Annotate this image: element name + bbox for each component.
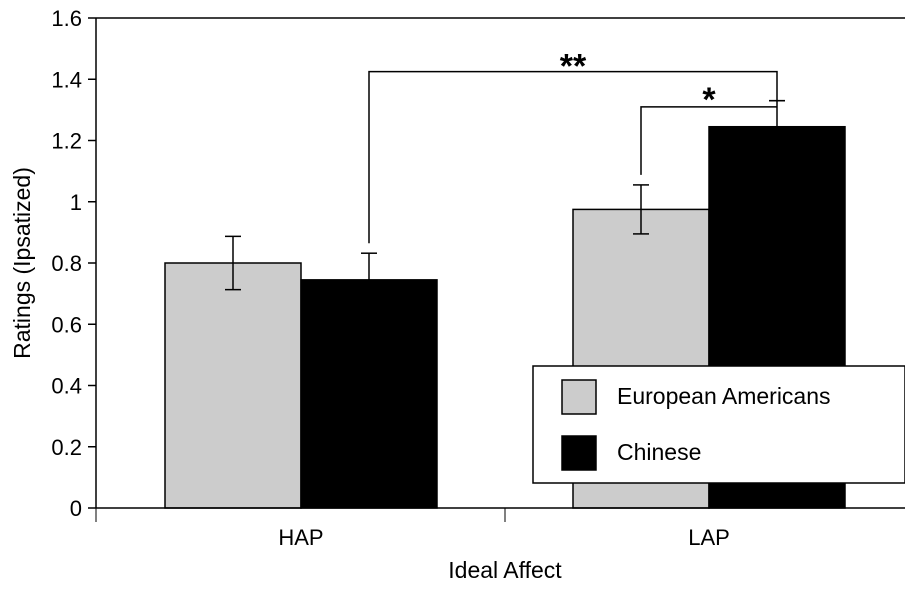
axes-group: HAP LAP 0 0.2 0.4 0.6 0.8 1 1.2 1.4 1.6 <box>51 6 905 550</box>
y-tick-label: 0.8 <box>51 251 82 276</box>
significance-bracket-double <box>368 70 778 244</box>
x-axis-title: Ideal Affect <box>448 557 562 583</box>
y-tick-label: 1.6 <box>51 6 82 31</box>
y-tick-label: 0.6 <box>51 312 82 337</box>
y-tick-label: 0.4 <box>51 374 82 399</box>
significance-bracket-single <box>640 106 777 175</box>
legend-label-chinese: Chinese <box>617 439 701 465</box>
bar-hap-european-americans <box>164 262 302 509</box>
legend: European Americans Chinese <box>532 365 905 484</box>
legend-swatch-chinese <box>561 435 597 471</box>
y-tick-label: 1.4 <box>51 67 82 92</box>
legend-label-european-americans: European Americans <box>617 383 831 409</box>
error-bars-group <box>225 99 785 308</box>
significance-group: *** <box>368 48 785 244</box>
y-tick-label: 1 <box>70 190 82 215</box>
bar-hap-chinese <box>300 279 438 509</box>
x-tick-label-hap: HAP <box>278 525 323 550</box>
y-tick-label: 1.2 <box>51 129 82 154</box>
x-tick-label-lap: LAP <box>688 525 730 550</box>
y-tick-label: 0.2 <box>51 435 82 460</box>
y-axis-title: Ratings (Ipsatized) <box>9 167 35 359</box>
y-tick-label: 0 <box>70 496 82 521</box>
legend-swatch-european-americans <box>561 379 597 415</box>
significance-label-double: ** <box>560 48 587 86</box>
significance-label-single: * <box>702 81 716 119</box>
